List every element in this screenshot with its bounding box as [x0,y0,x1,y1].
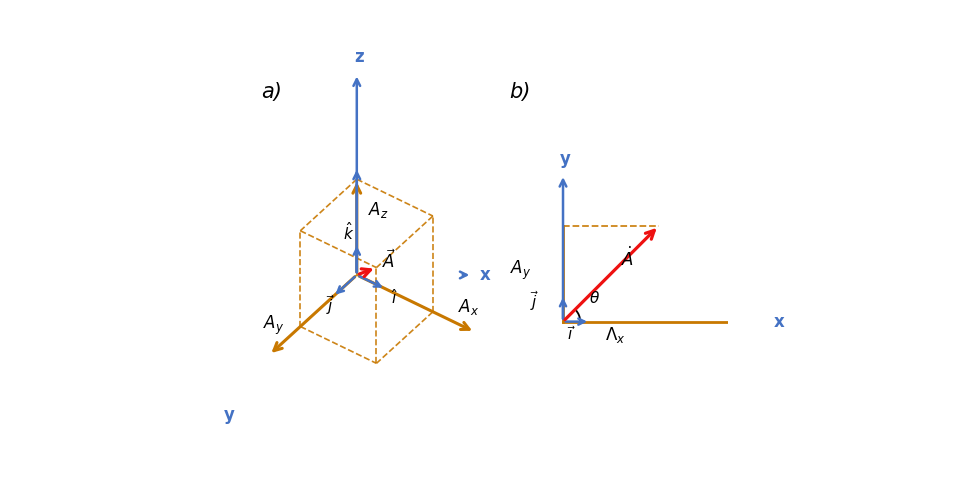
Text: z: z [355,48,364,66]
Text: $\hat{k}$: $\hat{k}$ [343,221,355,244]
Text: x: x [479,266,491,284]
Text: $A_y$: $A_y$ [510,259,531,282]
Text: $A_x$: $A_x$ [458,297,479,317]
Text: b): b) [509,82,530,102]
Text: x: x [774,313,785,330]
Text: a): a) [261,82,281,102]
Text: $\vec{\imath}$: $\vec{\imath}$ [567,326,576,343]
Text: $A_z$: $A_z$ [367,200,388,220]
Text: y: y [560,150,571,168]
Text: $A_y$: $A_y$ [263,314,284,337]
Text: $\vec{j}$: $\vec{j}$ [530,289,540,313]
Text: $\hat{\imath}$: $\hat{\imath}$ [390,288,398,307]
Text: $\vec{A}$: $\vec{A}$ [382,250,396,272]
Text: $\theta$: $\theta$ [589,290,600,306]
Text: y: y [224,406,235,424]
Text: $\vec{j}$: $\vec{j}$ [326,294,335,317]
Text: $\dot{A}$: $\dot{A}$ [621,247,634,271]
Text: $\Lambda_x$: $\Lambda_x$ [605,325,626,345]
